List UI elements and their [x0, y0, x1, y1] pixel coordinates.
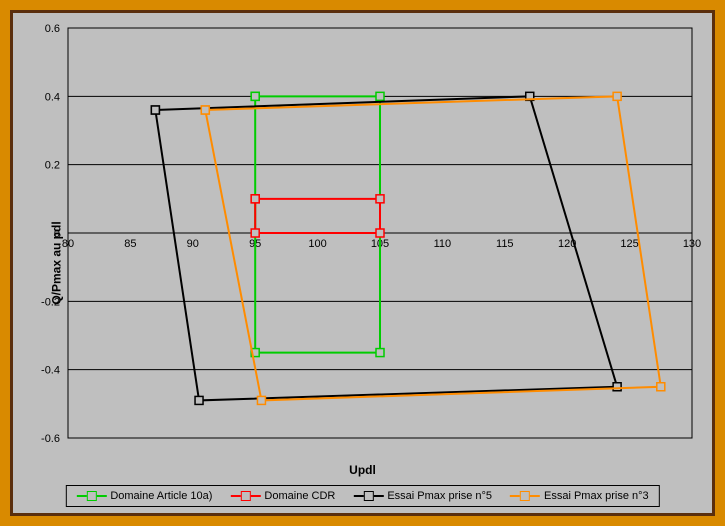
- svg-text:110: 110: [434, 238, 452, 250]
- legend-label: Domaine CDR: [264, 490, 335, 502]
- svg-text:0.4: 0.4: [45, 91, 60, 103]
- legend-label: Essai Pmax prise n°3: [544, 490, 649, 502]
- svg-text:115: 115: [496, 238, 514, 250]
- legend-item: Domaine Article 10a): [76, 490, 212, 502]
- svg-text:130: 130: [683, 238, 701, 250]
- svg-text:0.2: 0.2: [45, 160, 60, 172]
- legend-label: Domaine Article 10a): [110, 490, 212, 502]
- legend-label: Essai Pmax prise n°5: [387, 490, 492, 502]
- svg-text:125: 125: [620, 238, 638, 250]
- y-axis-title: Q/Pmax au pdl: [50, 221, 64, 304]
- svg-text:85: 85: [124, 238, 136, 250]
- svg-text:90: 90: [187, 238, 199, 250]
- x-axis-title: Updl: [349, 463, 376, 477]
- legend-item: Essai Pmax prise n°5: [353, 490, 492, 502]
- svg-text:0.6: 0.6: [45, 23, 60, 35]
- legend-item: Essai Pmax prise n°3: [510, 490, 649, 502]
- chart-frame: -0.6-0.4-0.200.20.40.6808590951001051101…: [10, 10, 715, 516]
- svg-text:-0.6: -0.6: [41, 433, 60, 445]
- svg-text:100: 100: [308, 238, 326, 250]
- legend: Domaine Article 10a) Domaine CDR Essai Pma…: [65, 485, 659, 507]
- svg-text:-0.4: -0.4: [41, 365, 60, 377]
- legend-item: Domaine CDR: [230, 490, 335, 502]
- chart-plot: -0.6-0.4-0.200.20.40.6808590951001051101…: [13, 13, 712, 513]
- svg-text:80: 80: [62, 238, 74, 250]
- chart-outer-panel: -0.6-0.4-0.200.20.40.6808590951001051101…: [0, 0, 725, 526]
